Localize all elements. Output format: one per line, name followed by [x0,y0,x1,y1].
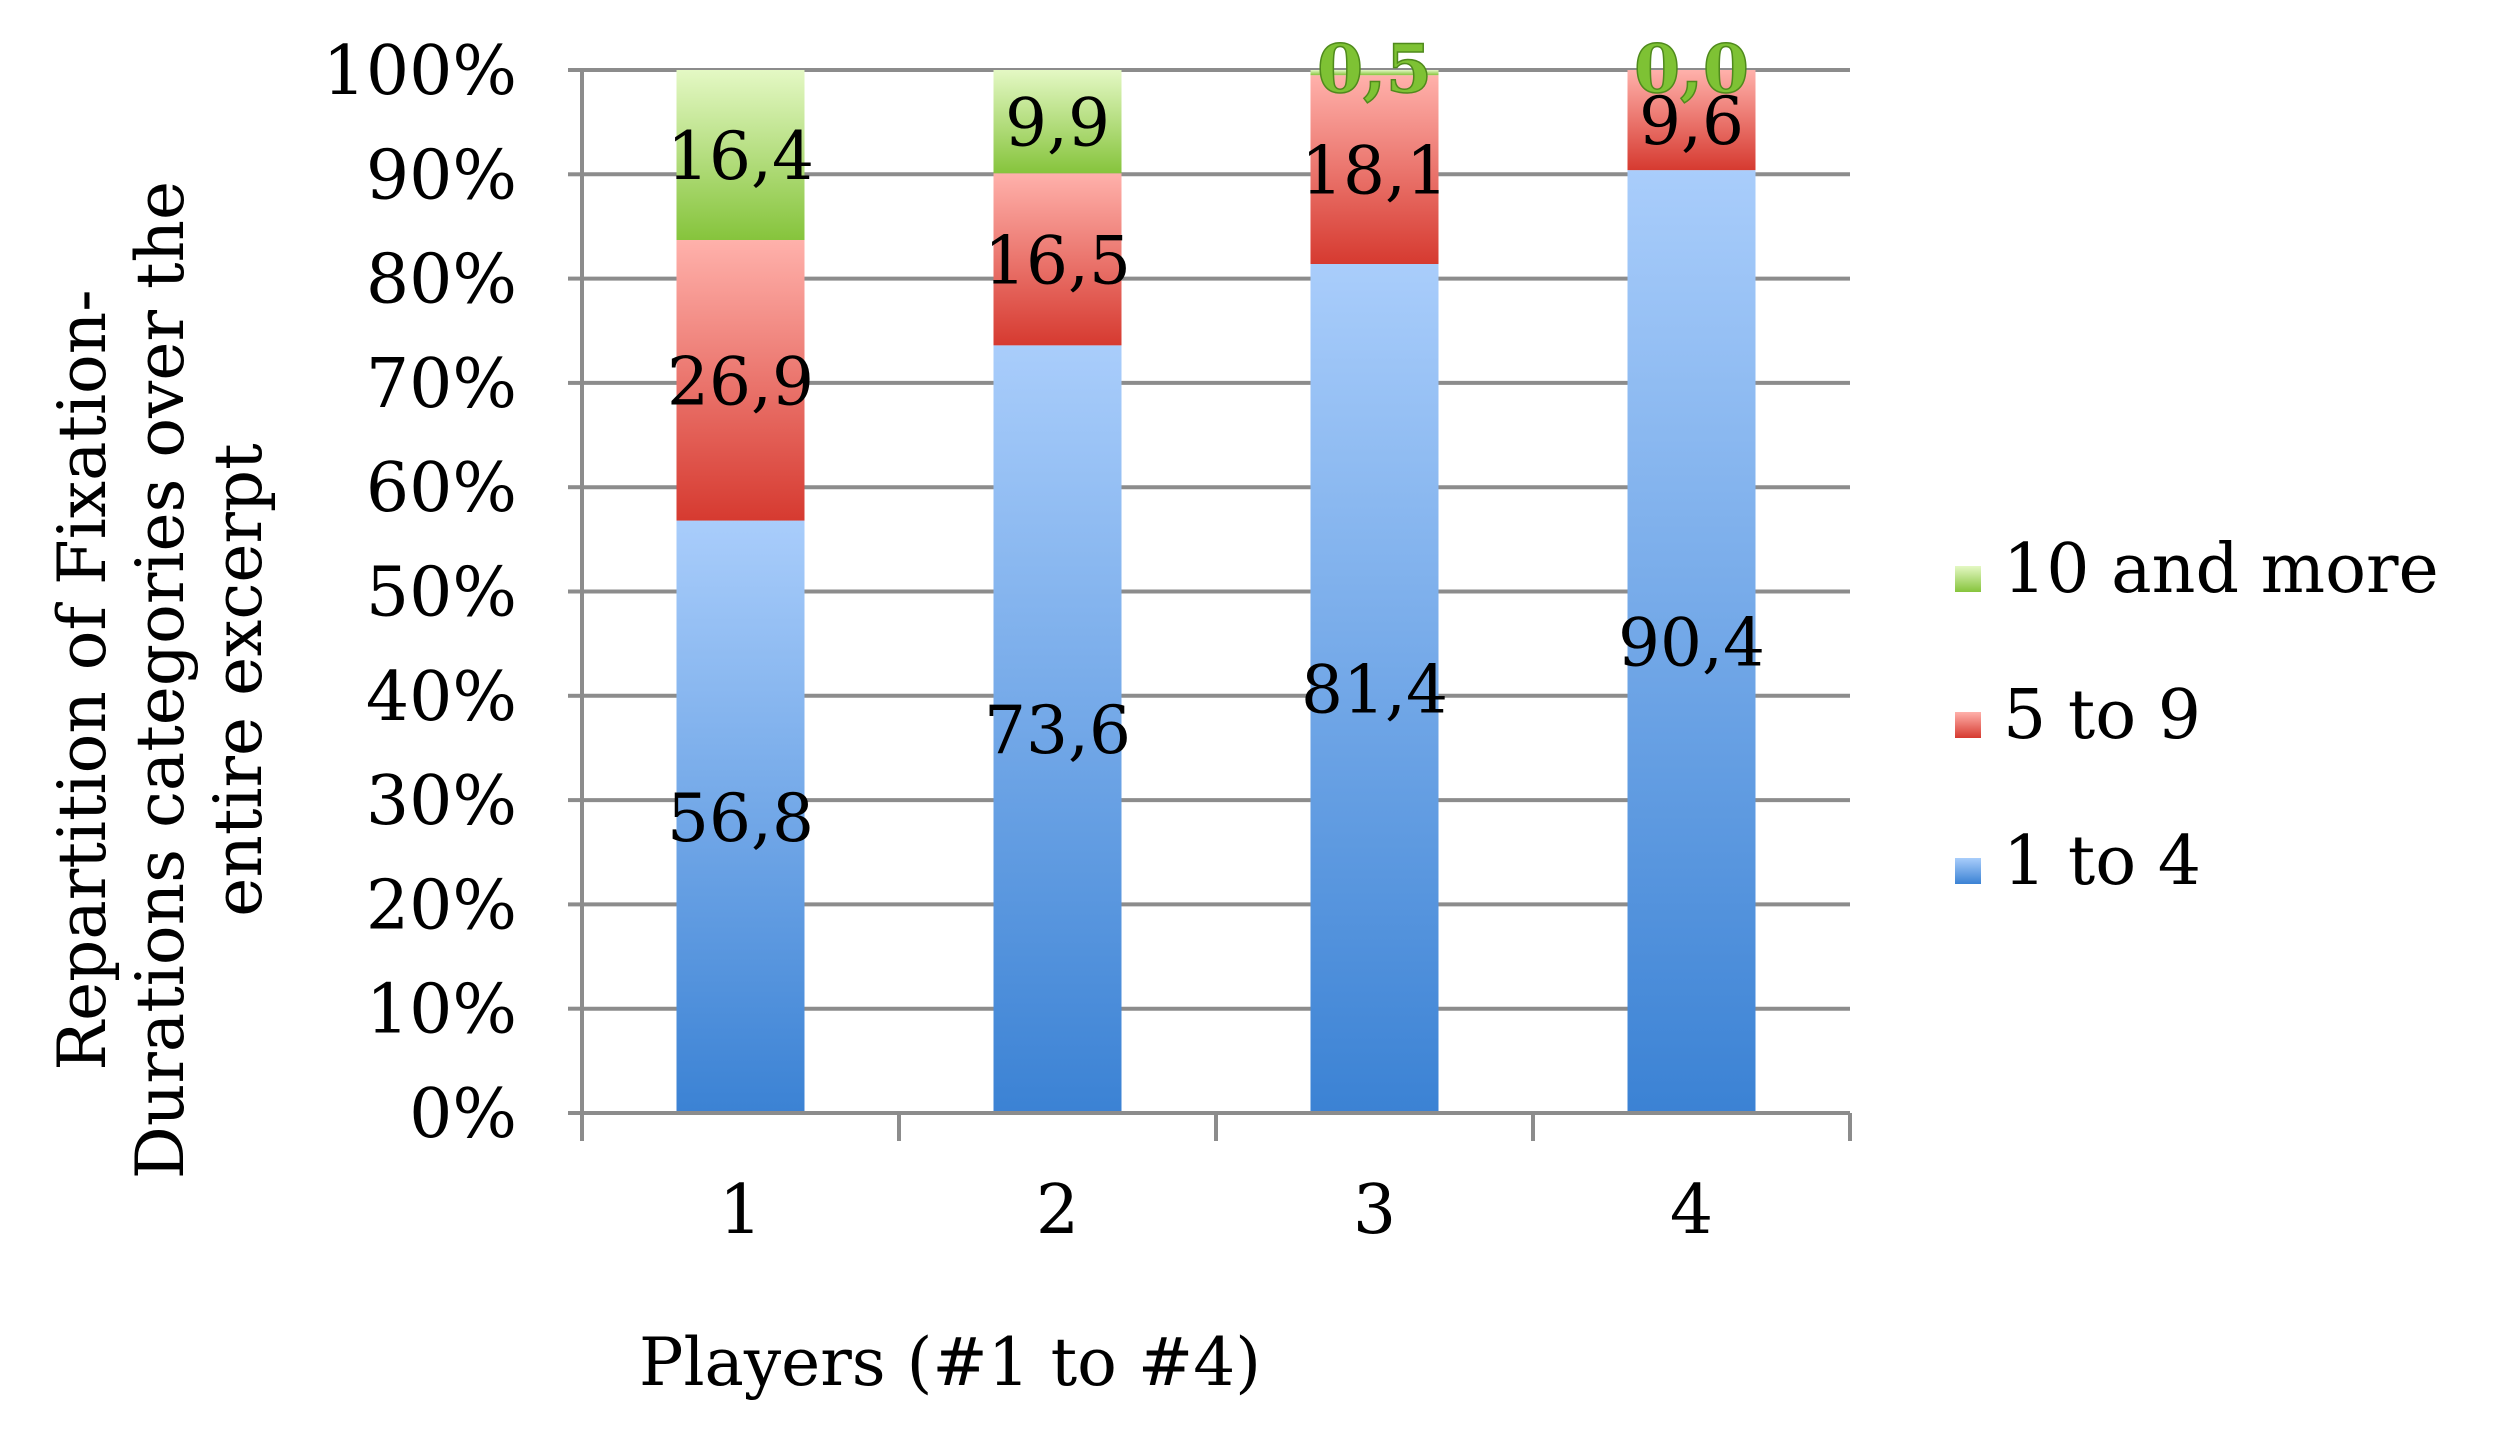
legend-item: 10 and more [1955,530,2439,609]
legend-swatch [1955,712,1981,738]
y-tick-label: 60% [366,449,517,528]
bar-segment [993,173,1122,346]
data-label: 90,4 [1618,605,1765,682]
x-axis-title: Players (#1 to #4) [639,1324,1261,1401]
bar-segment [1310,263,1439,1113]
legend-label: 5 to 9 [2003,676,2201,755]
y-tick-label: 80% [366,241,517,320]
y-tick-label: 20% [366,866,517,945]
bar-segment [1310,75,1439,264]
y-axis-title-line-1: Repartition of Fixation- [44,289,121,1070]
data-label: 0,5 [1317,30,1432,108]
y-axis-title-line-2: Durations categories over the [122,181,199,1179]
legend-swatch [1955,858,1981,884]
legend: 10 and more 5 to 9 1 to 4 [1955,530,2439,901]
y-tick-label: 10% [366,971,517,1050]
bar-segment [676,240,805,521]
y-tick-label: 90% [366,136,517,215]
data-label: 9,6 [1639,83,1744,160]
y-axis-title: Repartition of Fixation- Durations categ… [44,181,277,1179]
data-labels: 56,8 26,9 16,4 73,6 16,5 9,9 81,4 18,1 0,5 90,4 9,… [667,29,1765,857]
y-axis-title-line-3: entire excerpt [200,443,277,916]
y-tick-label: 70% [366,345,517,424]
bar-segment [993,345,1122,1113]
legend-label: 1 to 4 [2003,822,2201,901]
y-tick-label: 50% [366,554,517,633]
x-tick-label: 1 [719,1171,762,1250]
y-tick-label: 100% [323,32,517,111]
x-tick-label: 2 [1036,1171,1079,1250]
data-label: 26,9 [667,343,814,420]
data-label: 16,5 [984,222,1131,299]
legend-swatch [1955,566,1981,592]
bar-segment [993,70,1122,174]
bar-segment [676,520,805,1113]
data-label: 56,8 [667,780,814,857]
y-tick-label: 30% [366,762,517,841]
bar-segment [1627,170,1756,1114]
x-tick-label: 3 [1353,1171,1396,1250]
data-label: 18,1 [1301,133,1448,210]
legend-item: 5 to 9 [1955,676,2201,755]
y-tick-labels: 0% 10% 20% 30% 40% 50% 60% 70% 80% 90% 100% [323,32,517,1154]
data-label: 0,0 [1634,30,1749,108]
bars [676,70,1756,1114]
y-tick-label: 40% [366,658,517,737]
legend-item: 1 to 4 [1955,822,2201,901]
data-label: 16,4 [667,118,814,195]
bar-segment [1627,70,1756,171]
x-tick-labels: 1 2 3 4 [719,1171,1713,1250]
legend-label: 10 and more [2003,530,2439,609]
bar-segment [1310,70,1439,76]
bar-segment [676,70,805,241]
data-label: 73,6 [984,692,1131,769]
y-tick-label: 0% [409,1075,517,1154]
data-label: 81,4 [1301,651,1448,728]
data-label: 9,9 [1005,85,1110,162]
axes [568,68,1852,1141]
x-tick-label: 4 [1670,1171,1713,1250]
